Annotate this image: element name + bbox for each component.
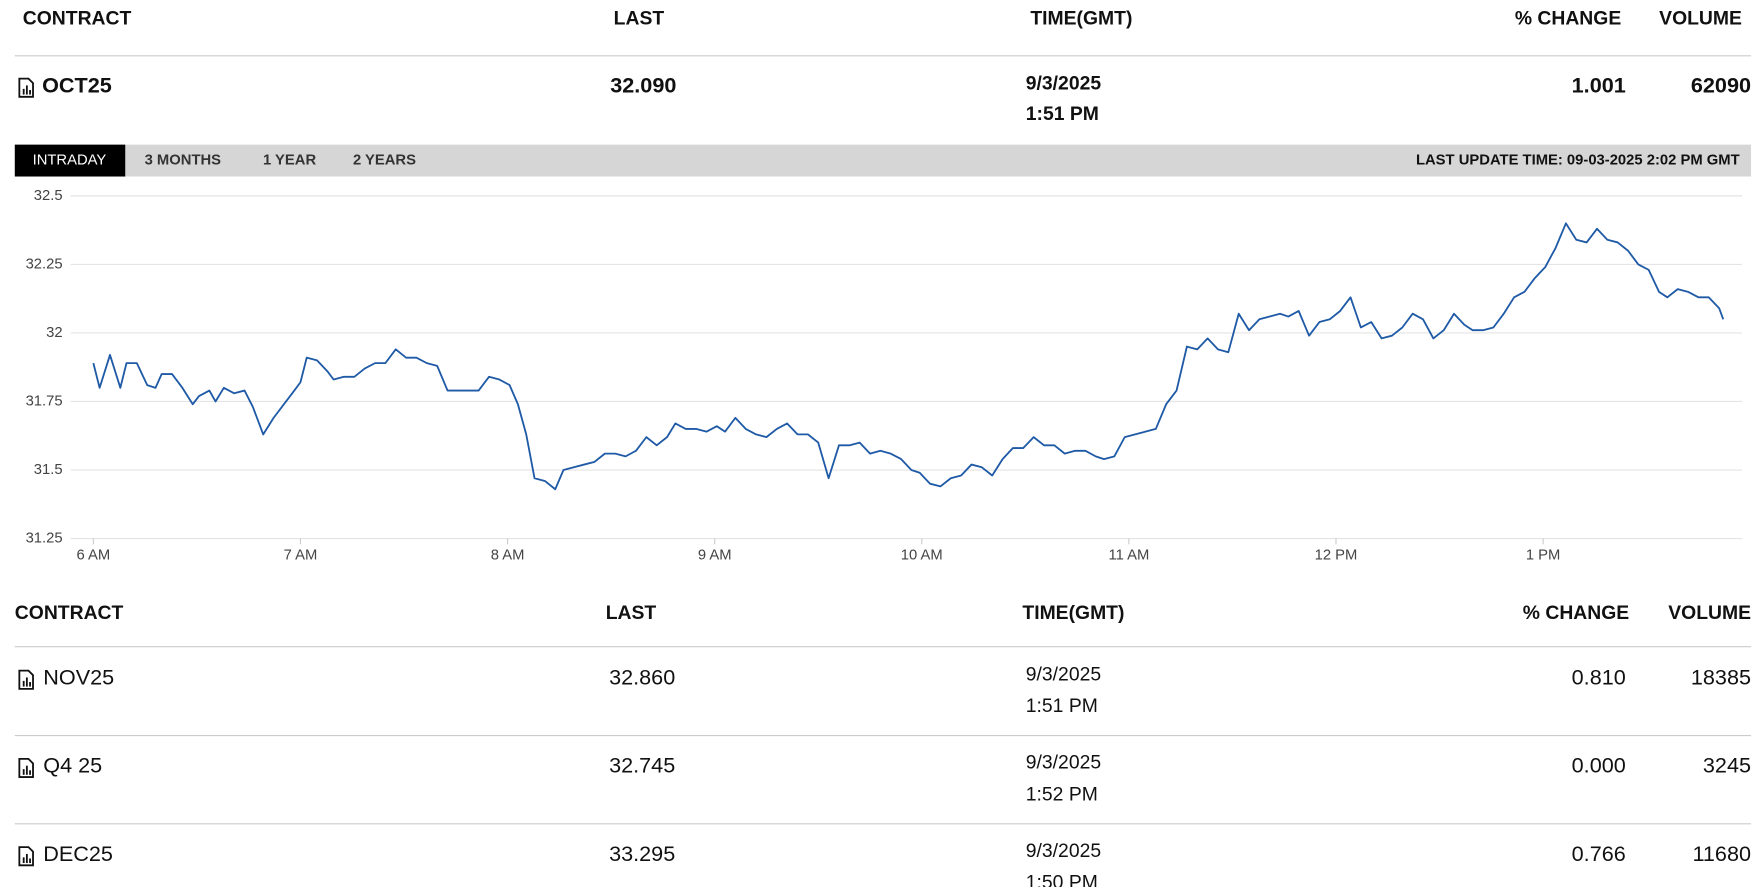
contract[interactable]: NOV25 [43,664,114,689]
last: 32.745 [609,753,675,778]
change: 0.766 [1572,841,1626,866]
change: 0.810 [1572,664,1626,689]
last-update: LAST UPDATE TIME: 09-03-2025 2:02 PM GMT [1416,152,1740,168]
x-tick-label: 8 AM [491,548,525,564]
header-label: LAST [614,8,665,30]
tab[interactable]: INTRADAY [33,152,107,168]
date: 9/3/2025 [1026,752,1101,774]
y-tick-label: 31.25 [26,530,63,546]
time: 1:52 PM [1026,783,1098,805]
time: 1:51 PM [1026,103,1099,125]
header-label: LAST [606,602,657,624]
y-tick-label: 32 [46,325,62,341]
x-tick-label: 12 PM [1315,548,1358,564]
x-tick-label: 1 PM [1526,548,1561,564]
date: 9/3/2025 [1026,663,1101,685]
header-label: % CHANGE [1523,602,1629,624]
header-label: CONTRACT [23,8,132,30]
volume: 18385 [1691,664,1751,689]
tab[interactable]: 1 YEAR [263,152,316,168]
date: 9/3/2025 [1026,72,1102,94]
tab[interactable]: 3 MONTHS [145,152,222,168]
y-tick-label: 32.25 [26,256,63,272]
tab-bar [14,144,1752,177]
x-tick-label: 6 AM [77,548,111,564]
y-tick-label: 31.75 [26,393,63,409]
table: CONTRACT LAST TIME(GMT) % CHANGE VOLUME NOV25… [15,602,1751,887]
volume: 11680 [1692,841,1751,866]
x-tick-label: 11 AM [1108,548,1149,564]
volume: 62090 [1691,72,1751,97]
last: 33.295 [609,841,675,866]
x-tick-label: 9 AM [698,548,732,564]
last: 32.090 [610,72,676,97]
chart-icon [18,757,34,778]
time: 1:51 PM [1026,695,1098,717]
chart-icon [18,669,34,690]
contract[interactable]: Q4 25 [43,753,102,778]
time: 1:50 PM [1026,872,1098,887]
x-tick-label: 7 AM [284,548,318,564]
change: 0.000 [1572,753,1626,778]
change: 1.001 [1572,72,1626,97]
header-label: VOLUME [1668,602,1751,624]
header-label: % CHANGE [1515,8,1621,30]
volume: 3245 [1703,753,1751,778]
x-tick-label: 10 AM [901,548,943,564]
chart-icon [18,77,34,98]
chart: 31.25 31.5 31.75 32 32.25 32.5 6 AM 7 AM 8 AM 9 A… [26,188,1742,564]
chart-icon [18,846,34,867]
active-tab[interactable] [14,144,126,177]
header-label: TIME(GMT) [1022,602,1124,624]
contract[interactable]: DEC25 [43,841,113,866]
last: 32.860 [609,664,675,689]
header-label: TIME(GMT) [1030,8,1132,30]
header-label: VOLUME [1659,8,1742,30]
contract[interactable]: OCT25 [42,72,112,97]
y-tick-label: 31.5 [34,462,63,478]
y-tick-label: 32.5 [34,188,63,204]
price-line [92,222,1725,491]
date: 9/3/2025 [1026,840,1101,862]
tab[interactable]: 2 YEARS [353,152,416,168]
header-label: CONTRACT [15,602,124,624]
